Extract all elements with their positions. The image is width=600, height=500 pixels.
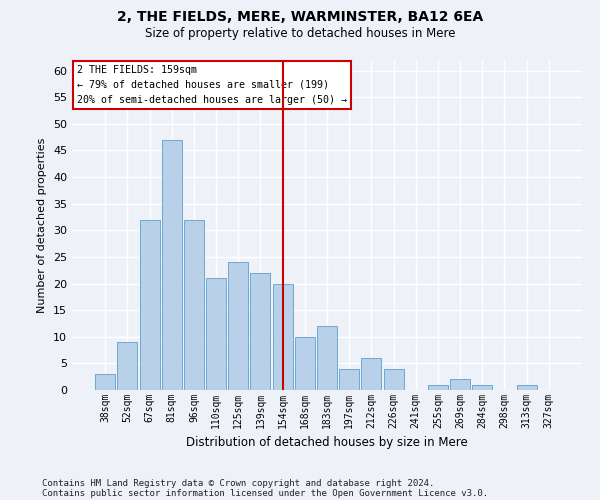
Bar [206,278,226,390]
Text: Contains HM Land Registry data © Crown copyright and database right 2024.: Contains HM Land Registry data © Crown c… [42,478,434,488]
Text: Size of property relative to detached houses in Mere: Size of property relative to detached ho… [145,28,455,40]
Bar [295,337,315,390]
Bar [472,384,492,390]
Text: 2 THE FIELDS: 159sqm
← 79% of detached houses are smaller (199)
20% of semi-deta: 2 THE FIELDS: 159sqm ← 79% of detached h… [77,65,347,104]
Bar [118,342,137,390]
X-axis label: Distribution of detached houses by size in Mere: Distribution of detached houses by size … [186,436,468,450]
Text: 2, THE FIELDS, MERE, WARMINSTER, BA12 6EA: 2, THE FIELDS, MERE, WARMINSTER, BA12 6E… [117,10,483,24]
Bar [162,140,182,390]
Text: Contains public sector information licensed under the Open Government Licence v3: Contains public sector information licen… [42,488,488,498]
Bar [517,384,536,390]
Bar [228,262,248,390]
Bar [184,220,204,390]
Bar [428,384,448,390]
Bar [383,368,404,390]
Bar [250,273,271,390]
Bar [317,326,337,390]
Bar [140,220,160,390]
Y-axis label: Number of detached properties: Number of detached properties [37,138,47,312]
Bar [450,380,470,390]
Bar [361,358,382,390]
Bar [95,374,115,390]
Bar [272,284,293,390]
Bar [339,368,359,390]
